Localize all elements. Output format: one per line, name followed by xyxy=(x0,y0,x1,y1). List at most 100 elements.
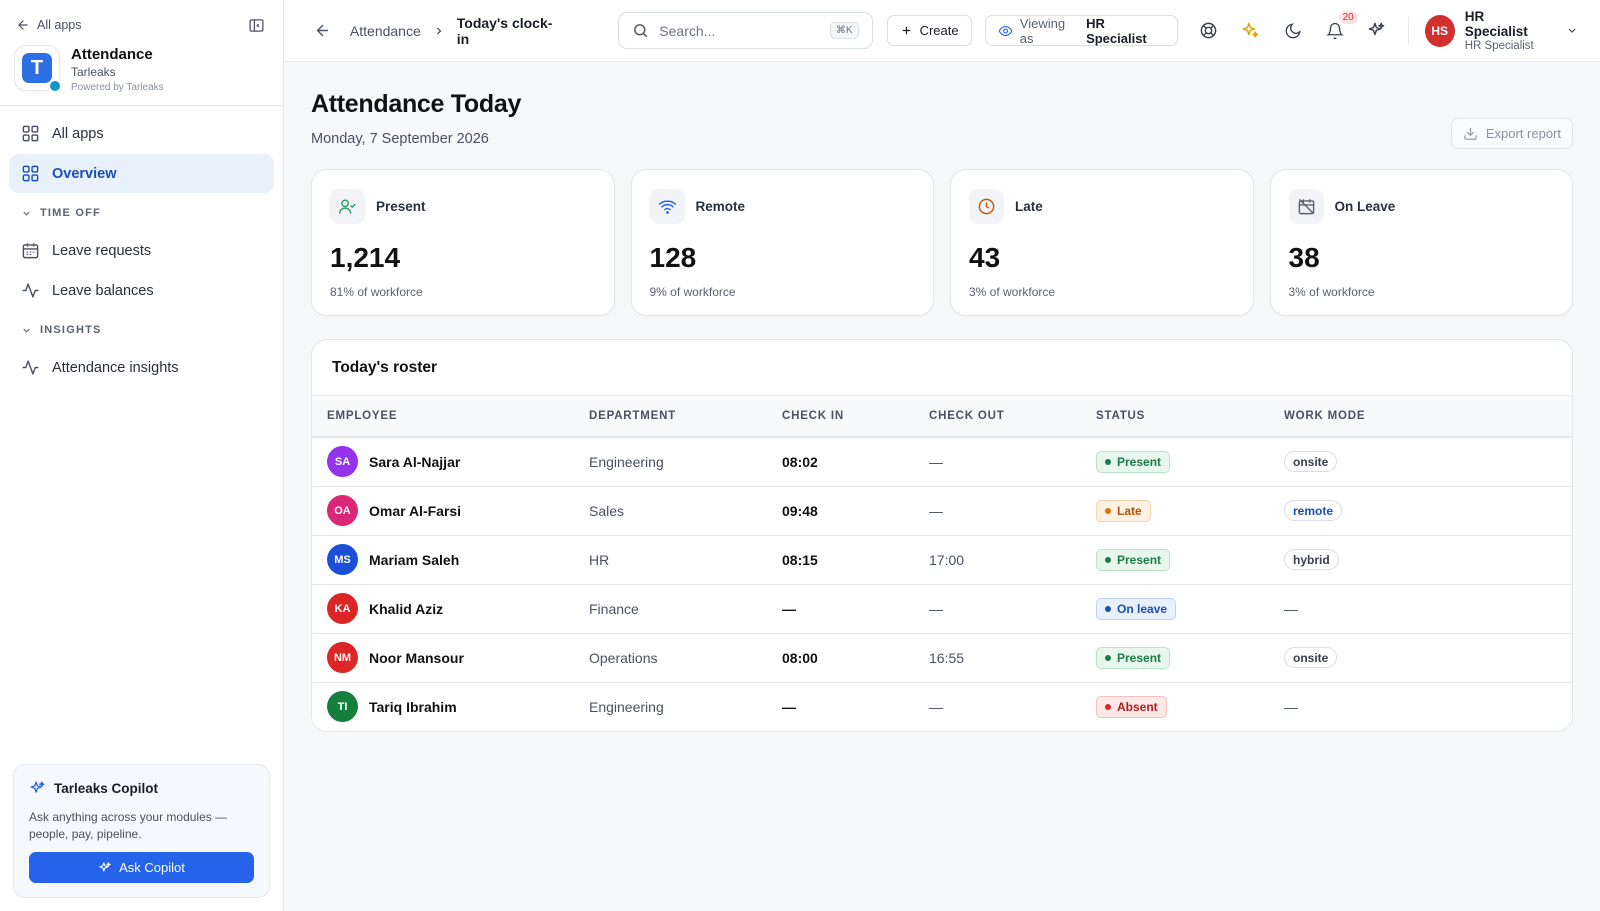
stat-label: Present xyxy=(376,199,426,214)
table-row[interactable]: TI Tariq Ibrahim Engineering — — Absent … xyxy=(312,682,1572,731)
calendar-icon xyxy=(22,243,39,259)
sidebar-item-overview[interactable]: Overview xyxy=(9,154,274,193)
column-header[interactable]: STATUS xyxy=(1096,396,1284,438)
breadcrumb-parent[interactable]: Attendance xyxy=(349,22,421,39)
copilot-description: Ask anything across your modules — peopl… xyxy=(29,810,228,841)
avatar: HS xyxy=(1424,14,1455,47)
column-header[interactable]: CHECK OUT xyxy=(929,396,1096,438)
work-mode-cell: — xyxy=(1284,584,1572,634)
arrow-left-icon xyxy=(316,24,329,37)
ai-sparkle-button[interactable] xyxy=(1237,17,1265,45)
roster-panel: Today's roster EMPLOYEE DEPARTMENT CHECK… xyxy=(311,339,1573,732)
status-label: Present xyxy=(1117,454,1162,469)
calendar-off-icon xyxy=(1288,189,1324,224)
sidebar-item-all-apps[interactable]: All apps xyxy=(9,114,274,153)
table-row[interactable]: OA Omar Al-Farsi Sales 09:48 — Late remo… xyxy=(312,486,1572,536)
check-in-cell: 09:48 xyxy=(782,486,929,536)
employee-name[interactable]: Tariq Ibrahim xyxy=(369,698,457,715)
employee-name[interactable]: Mariam Saleh xyxy=(369,551,460,568)
department-cell: Engineering xyxy=(589,698,664,715)
table-row[interactable]: KA Khalid Aziz Finance — — On leave — xyxy=(312,584,1572,634)
department-cell: Finance xyxy=(589,584,782,634)
moon-icon xyxy=(1285,22,1301,38)
employee-cell: SA Sara Al-Najjar xyxy=(312,437,589,487)
viewing-as-button[interactable]: Viewing as HR Specialist xyxy=(984,15,1178,46)
work-mode-cell: remote xyxy=(1284,486,1572,536)
stat-value: 38 xyxy=(1288,242,1320,273)
department-cell: Engineering xyxy=(589,437,782,487)
status-cell: Present xyxy=(1096,437,1284,487)
employee-name[interactable]: Omar Al-Farsi xyxy=(369,502,462,519)
check-out-cell: 16:55 xyxy=(929,633,1096,683)
avatar: KA xyxy=(327,593,358,624)
search-shortcut: ⌘K xyxy=(829,22,859,39)
check-in-cell: — xyxy=(782,698,796,715)
assistant-button[interactable] xyxy=(1363,17,1391,45)
theme-toggle-button[interactable] xyxy=(1279,17,1307,45)
notification-count-badge: 20 xyxy=(1338,10,1358,24)
create-button[interactable]: Create xyxy=(886,15,972,46)
back-button[interactable] xyxy=(312,20,333,42)
section-toggle-time-off[interactable]: TIME OFF xyxy=(9,195,274,231)
check-in-cell: 08:02 xyxy=(782,437,929,487)
sidebar-item-attendance-insights[interactable]: Attendance insights xyxy=(9,348,274,387)
stat-value: 43 xyxy=(969,242,1001,273)
roster-table: EMPLOYEE DEPARTMENT CHECK IN CHECK OUT S… xyxy=(312,396,1572,731)
status-dot-icon xyxy=(1105,556,1111,563)
column-header[interactable]: CHECK IN xyxy=(782,396,929,438)
employee-name[interactable]: Noor Mansour xyxy=(369,649,464,666)
ask-copilot-button[interactable]: Ask Copilot xyxy=(29,852,254,883)
section-toggle-insights[interactable]: INSIGHTS xyxy=(9,312,274,348)
column-header[interactable]: WORK MODE xyxy=(1284,396,1572,438)
create-label: Create xyxy=(919,23,959,38)
breadcrumb-current: Today's clock-in xyxy=(456,14,553,47)
check-in-cell: 08:00 xyxy=(782,633,929,683)
notifications-button[interactable]: 20 xyxy=(1321,10,1358,45)
app-logo: T xyxy=(14,45,62,93)
avatar: OA xyxy=(327,495,358,526)
stat-label: On Leave xyxy=(1334,199,1396,214)
stat-subtext: 3% of workforce xyxy=(1288,285,1375,299)
chevron-down-icon xyxy=(23,328,30,333)
section-title: INSIGHTS xyxy=(40,324,102,336)
status-label: Present xyxy=(1117,552,1162,567)
help-button[interactable] xyxy=(1195,17,1223,45)
copilot-title: Tarleaks Copilot xyxy=(54,781,159,796)
clock-icon xyxy=(969,189,1004,224)
employee-name[interactable]: Sara Al-Najjar xyxy=(369,453,461,470)
column-header[interactable]: EMPLOYEE xyxy=(312,396,589,438)
status-label: Absent xyxy=(1117,699,1158,714)
status-cell: Absent xyxy=(1096,682,1284,731)
stat-card-remote: Remote 128 9% of workforce xyxy=(630,169,934,316)
search-input[interactable] xyxy=(659,22,820,39)
employee-cell: KA Khalid Aziz xyxy=(312,584,589,634)
app-logo-mark: T xyxy=(22,53,52,83)
check-out-cell: 17:00 xyxy=(929,535,1096,585)
arrow-left-icon xyxy=(18,20,28,30)
sparkles-icon xyxy=(30,781,45,793)
column-header[interactable]: DEPARTMENT xyxy=(589,396,782,438)
chevron-down-icon xyxy=(23,211,30,216)
sparkles-icon xyxy=(1368,22,1385,36)
export-report-button[interactable]: Export report xyxy=(1450,118,1573,149)
table-row[interactable]: NM Noor Mansour Operations 08:00 16:55 P… xyxy=(312,633,1572,683)
table-row[interactable]: SA Sara Al-Najjar Engineering 08:02 — Pr… xyxy=(312,437,1572,487)
user-menu[interactable]: HS HR Specialist HR Specialist xyxy=(1424,9,1578,52)
table-row[interactable]: MS Mariam Saleh HR 08:15 17:00 Present h… xyxy=(312,535,1572,585)
status-badge: Absent xyxy=(1096,695,1167,718)
status-cell: Late xyxy=(1096,486,1284,536)
app-name: Attendance xyxy=(71,46,153,63)
sidebar-item-leave-balances[interactable]: Leave balances xyxy=(9,271,274,310)
collapse-sidebar-button[interactable] xyxy=(245,14,267,36)
status-badge: Present xyxy=(1096,646,1171,669)
avatar: MS xyxy=(327,544,358,575)
status-dot-icon xyxy=(1105,507,1111,514)
roster-title: Today's roster xyxy=(312,340,1572,396)
all-apps-back-link[interactable]: All apps xyxy=(16,18,81,32)
check-out-cell: — xyxy=(929,486,1096,536)
activity-icon xyxy=(22,283,39,298)
search-box[interactable]: ⌘K xyxy=(618,12,873,49)
work-mode-cell: — xyxy=(1284,682,1572,731)
employee-name[interactable]: Khalid Aziz xyxy=(369,600,444,617)
sidebar-item-leave-requests[interactable]: Leave requests xyxy=(9,231,274,270)
